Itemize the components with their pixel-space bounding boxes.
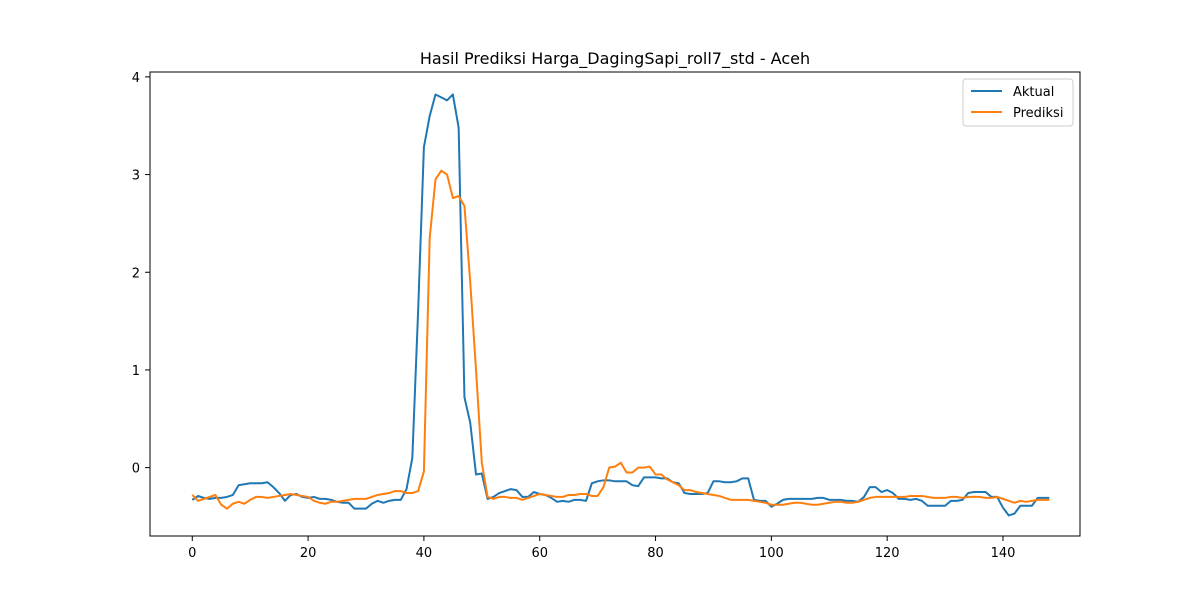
plot-area: [149, 71, 1081, 537]
y-tick-label: 2: [132, 266, 140, 281]
y-tick-label: 1: [132, 364, 140, 379]
series-lines: [191, 93, 1050, 517]
y-axis-ticks: 0 1 2 3 4: [132, 71, 150, 477]
legend: Aktual Prediksi: [962, 78, 1074, 127]
x-tick-label: 40: [416, 546, 433, 561]
x-tick-label: 100: [759, 546, 784, 561]
x-axis-ticks: 0 20 40 60 80 100 120 140: [188, 536, 1015, 561]
x-tick-label: 0: [188, 546, 196, 561]
chart-title: Hasil Prediksi Harga_DagingSapi_roll7_st…: [420, 49, 810, 69]
x-tick-label: 20: [300, 546, 317, 561]
axes-frame: [149, 71, 1081, 537]
x-tick-label: 140: [991, 546, 1016, 561]
series-line-prediksi: [191, 169, 1050, 510]
x-tick-label: 80: [647, 546, 664, 561]
y-tick-label: 0: [132, 462, 140, 477]
legend-label-aktual: Aktual: [1013, 85, 1054, 100]
x-tick-label: 60: [531, 546, 548, 561]
y-tick-label: 4: [132, 71, 140, 86]
y-tick-label: 3: [132, 169, 140, 184]
legend-label-prediksi: Prediksi: [1013, 106, 1063, 121]
x-tick-label: 120: [875, 546, 900, 561]
